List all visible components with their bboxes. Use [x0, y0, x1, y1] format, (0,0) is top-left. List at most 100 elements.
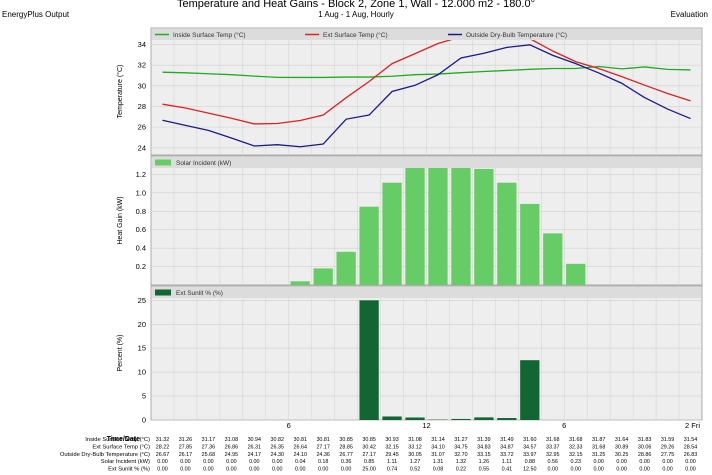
table-cell: 31.39 — [477, 437, 491, 443]
table-cell: 1.11 — [387, 459, 397, 465]
table-cell: 33.15 — [477, 452, 491, 458]
table-cell: 31.14 — [431, 437, 445, 443]
table-cell: 27.17 — [362, 452, 376, 458]
y-tick-label: 24 — [138, 143, 146, 152]
legend-swatch — [155, 159, 171, 166]
bar — [313, 268, 333, 285]
table-cell: 34.87 — [500, 444, 514, 450]
table-cell: 27.36 — [202, 444, 216, 450]
table-cell: 33.97 — [523, 452, 537, 458]
table-cell: 31.68 — [592, 444, 606, 450]
table-cell: 31.27 — [454, 437, 468, 443]
y-tick-label: 28 — [138, 102, 146, 111]
table-cell: 27.75 — [661, 452, 675, 458]
table-cell: 34.75 — [454, 444, 468, 450]
table-cell: 30.06 — [638, 444, 652, 450]
table-cell: 0.56 — [548, 459, 559, 465]
table-cell: 0.41 — [502, 467, 513, 473]
table-cell: 0.00 — [341, 467, 352, 473]
table-cell: 29.26 — [661, 444, 675, 450]
bar — [405, 167, 425, 285]
table-cell: 1.11 — [502, 459, 512, 465]
bar — [359, 206, 379, 285]
table-cell: 31.68 — [569, 437, 583, 443]
table-cell: 26.17 — [179, 452, 193, 458]
table-cell: 26.35 — [271, 444, 285, 450]
y-axis-label: Heat Gain (kW) — [117, 196, 124, 244]
y-tick-label: 10 — [138, 368, 146, 377]
table-cell: 24.30 — [271, 452, 285, 458]
table-cell: 0.00 — [685, 459, 696, 465]
y-tick-label: 0.6 — [136, 225, 146, 234]
table-cell: 28.22 — [156, 444, 170, 450]
table-cell: 1.32 — [456, 459, 467, 465]
y-tick-label: 5 — [142, 392, 146, 401]
legend-entry: Solar Incident (kW) — [176, 160, 231, 167]
table-cell: 0.00 — [662, 467, 673, 473]
table-cell: 26.64 — [293, 444, 307, 450]
table-cell: 29.45 — [385, 452, 399, 458]
table-cell: 0.00 — [226, 467, 237, 473]
table-cell: 31.64 — [615, 437, 629, 443]
legend-swatch — [155, 289, 171, 296]
bar — [497, 182, 517, 285]
table-cell: 0.00 — [639, 459, 650, 465]
table-cell: 0.55 — [479, 467, 490, 473]
table-cell: 31.08 — [408, 437, 422, 443]
table-cell: 26.86 — [225, 444, 239, 450]
y-tick-label: 26 — [138, 123, 146, 132]
table-cell: 0.23 — [570, 459, 581, 465]
table-cell: 31.59 — [661, 437, 675, 443]
table-cell: 0.36 — [341, 459, 352, 465]
table-cell: 24.17 — [248, 452, 262, 458]
table-cell: 24.36 — [316, 452, 330, 458]
table-cell: 0.18 — [318, 459, 329, 465]
table-cell: 31.54 — [684, 437, 698, 443]
table-cell: 27.85 — [179, 444, 193, 450]
table-cell: 34.57 — [523, 444, 537, 450]
y-tick-label: 25 — [138, 296, 146, 305]
table-cell: 34.83 — [477, 444, 491, 450]
table-cell: 30.85 — [362, 437, 376, 443]
legend-entry: Inside Surface Temp (°C) — [173, 31, 246, 39]
table-cell: 0.00 — [662, 459, 673, 465]
table-cell: 0.88 — [525, 459, 536, 465]
table-cell: 32.15 — [385, 444, 399, 450]
table-cell: 0.00 — [639, 467, 650, 473]
table-cell: 0.00 — [616, 467, 627, 473]
bar — [520, 203, 540, 285]
table-cell: 24.10 — [293, 452, 307, 458]
x-tick-label: 6 — [562, 421, 566, 430]
table-cell: 26.67 — [156, 452, 170, 458]
table-cell: 0.00 — [593, 459, 604, 465]
table-cell: 31.07 — [431, 452, 445, 458]
table-cell: 1.26 — [479, 459, 490, 465]
x-tick-label: 6 — [287, 421, 291, 430]
bar — [543, 233, 563, 285]
table-cell: 28.54 — [684, 444, 698, 450]
table-cell: 0.00 — [272, 459, 283, 465]
table-cell: 0.00 — [249, 467, 260, 473]
chart-title: Temperature and Heat Gains - Block 2, Zo… — [177, 0, 535, 10]
table-cell: 32.70 — [454, 452, 468, 458]
series-line-1 — [162, 65, 691, 79]
table-cell: 0.00 — [180, 467, 191, 473]
table-cell: 24.95 — [225, 452, 239, 458]
y-tick-label: 34 — [138, 40, 146, 49]
y-tick-label: 20 — [138, 320, 146, 329]
y-tick-label: 32 — [138, 61, 146, 70]
series-line-2 — [162, 34, 691, 125]
table-cell: 30.93 — [385, 437, 399, 443]
bar — [290, 281, 310, 285]
table-cell: 26.83 — [684, 452, 698, 458]
table-cell: 28.85 — [339, 444, 353, 450]
x-tick-label: 2 Fri — [685, 421, 700, 430]
bar — [382, 182, 402, 285]
table-cell: 0.00 — [593, 467, 604, 473]
bar — [451, 163, 471, 285]
table-cell: 26.77 — [339, 452, 353, 458]
table-cell: 1.27 — [410, 459, 421, 465]
table-cell: 0.00 — [157, 459, 168, 465]
table-cell: 0.00 — [203, 467, 214, 473]
table-cell: 0.00 — [616, 459, 627, 465]
